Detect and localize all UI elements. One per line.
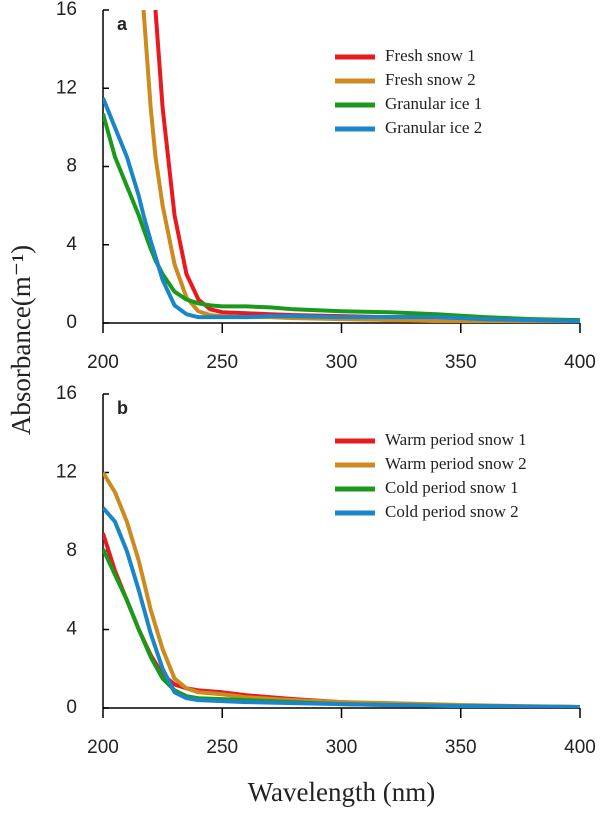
y-axis-label: Absorbance(m⁻¹): [6, 245, 36, 435]
panel-label: a: [117, 14, 128, 34]
panel-label: b: [117, 398, 128, 418]
legend-label: Cold period snow 1: [385, 478, 519, 497]
x-tick-label: 400: [564, 737, 596, 758]
y-tick-label: 16: [56, 383, 77, 404]
x-tick-label: 250: [206, 352, 238, 373]
legend-label: Granular ice 2: [385, 118, 482, 137]
x-tick-label: 350: [445, 737, 477, 758]
legend-label: Warm period snow 1: [385, 430, 527, 449]
y-tick-label: 12: [56, 462, 77, 483]
y-tick-label: 0: [66, 312, 77, 333]
y-tick-label: 4: [66, 619, 77, 640]
plot-area: [103, 471, 580, 708]
x-axis-label: Wavelength (nm): [248, 777, 436, 807]
y-tick-label: 8: [66, 156, 77, 177]
legend-label: Fresh snow 1: [385, 46, 476, 65]
x-tick-label: 400: [564, 352, 596, 373]
series-line: [103, 506, 580, 708]
x-tick-label: 350: [445, 352, 477, 373]
x-tick-label: 300: [326, 352, 358, 373]
legend-label: Fresh snow 2: [385, 70, 476, 89]
x-tick-label: 200: [87, 737, 119, 758]
x-tick-label: 300: [326, 737, 358, 758]
legend-label: Cold period snow 2: [385, 502, 519, 521]
series-line: [103, 97, 580, 323]
x-tick-label: 200: [87, 352, 119, 373]
y-tick-label: 4: [66, 234, 77, 255]
y-tick-label: 16: [56, 0, 77, 20]
series-line: [103, 113, 580, 323]
legend-label: Warm period snow 2: [385, 454, 527, 473]
y-tick-label: 12: [56, 77, 77, 98]
plot-area: [103, 10, 580, 323]
y-tick-label: 0: [66, 697, 77, 718]
y-tick-label: 8: [66, 540, 77, 561]
legend-label: Granular ice 1: [385, 94, 482, 113]
x-tick-label: 250: [206, 737, 238, 758]
